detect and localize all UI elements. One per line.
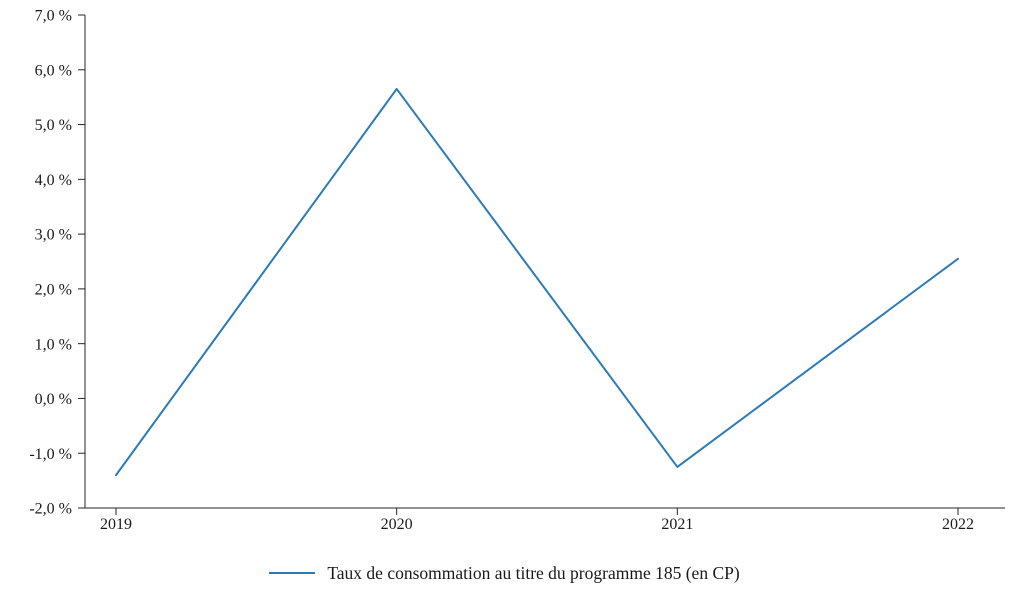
legend: Taux de consommation au titre du program… [0,553,1009,593]
y-tick-label: 5,0 % [35,117,72,134]
x-tick-label: 2020 [381,516,413,533]
y-tick-label: -1,0 % [29,446,72,463]
y-tick-label: 4,0 % [35,172,72,189]
y-tick-label: 7,0 % [35,8,72,25]
y-tick-label: 2,0 % [35,281,72,298]
y-tick-label: 6,0 % [35,62,72,79]
line-chart: 7,0 % 6,0 % 5,0 % 4,0 % 3,0 % 2,0 % 1,0 % 0,0 %… [29,8,1005,533]
x-tick-label: 2019 [100,516,132,533]
data-line-series [115,87,959,477]
y-tick-label: -2,0 % [29,501,72,518]
y-tick-label: 3,0 % [35,227,72,244]
y-tick-label: 0,0 % [35,391,72,408]
x-tick-label: 2022 [942,516,974,533]
x-tick-label: 2021 [661,516,693,533]
y-tick-label: 1,0 % [35,336,72,353]
legend-line-swatch [269,572,316,574]
legend-label: Taux de consommation au titre du program… [327,562,740,583]
